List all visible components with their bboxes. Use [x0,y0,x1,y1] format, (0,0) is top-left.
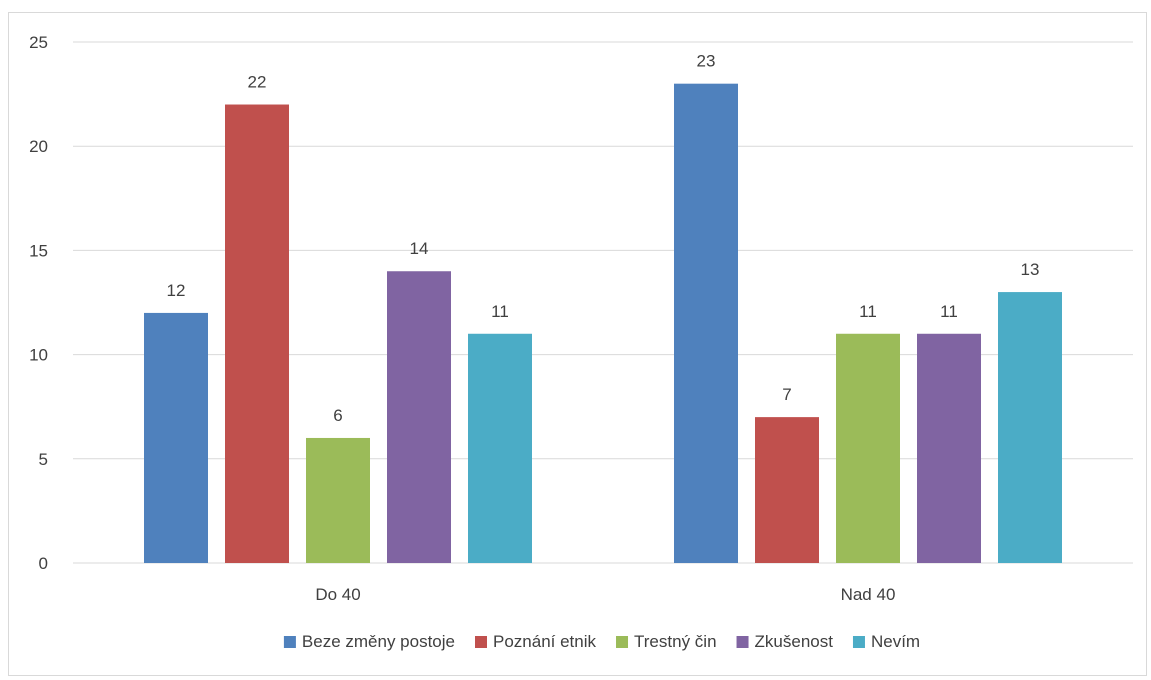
data-label: 14 [410,239,429,258]
bar [144,312,208,563]
data-labels: 12 22 6 14 11 23 7 11 11 13 [167,52,1040,425]
legend-label: Zkušenost [755,632,834,651]
bar [998,292,1062,563]
y-tick-label: 5 [39,450,48,469]
y-tick-label: 25 [29,33,48,52]
data-label: 11 [491,302,509,321]
y-tick-label: 10 [29,346,48,365]
legend-label: Poznání etnik [493,632,597,651]
data-label: 6 [333,406,342,425]
x-category-label: Nad 40 [841,585,896,604]
y-tick-label: 20 [29,137,48,156]
data-label: 12 [167,281,186,300]
y-tick-label: 0 [39,554,48,573]
data-label: 23 [697,52,716,71]
x-category-label: Do 40 [315,585,360,604]
bar [468,333,532,563]
legend-label: Trestný čin [634,632,717,651]
data-label: 13 [1021,260,1040,279]
legend-swatch [475,636,487,648]
bar [917,333,981,563]
data-label: 11 [859,302,877,321]
data-label: 22 [248,73,267,92]
legend-label: Beze změny postoje [302,632,455,651]
bar [225,104,289,564]
bar [836,333,900,563]
legend-swatch [852,636,865,648]
legend-swatch [616,636,629,648]
bar [387,271,451,563]
legend-swatch [736,636,749,648]
y-tick-label: 15 [29,241,48,260]
legend-label: Nevím [871,632,920,651]
data-label: 7 [782,385,791,404]
data-label: 11 [940,302,958,321]
bar [674,83,738,564]
bars [144,83,1062,564]
legend-swatch [283,636,296,648]
bar [755,417,819,563]
legend: Beze změny postoje Poznání etnik Trestný č… [283,632,920,651]
y-axis-ticks: 0 5 10 15 20 25 [29,33,48,573]
bar [306,437,370,563]
x-axis-categories: Do 40 Nad 40 [315,585,895,604]
